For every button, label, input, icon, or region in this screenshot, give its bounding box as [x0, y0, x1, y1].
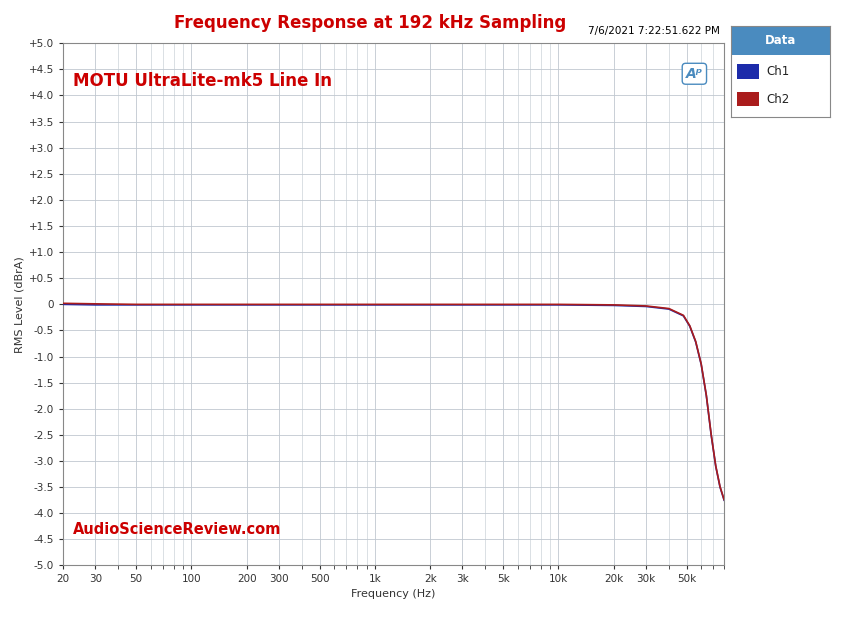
Text: Frequency Response at 192 kHz Sampling: Frequency Response at 192 kHz Sampling — [174, 14, 567, 32]
Text: MOTU UltraLite-mk5 Line In: MOTU UltraLite-mk5 Line In — [73, 72, 332, 90]
Bar — [737, 64, 759, 79]
Text: AudioScienceReview.com: AudioScienceReview.com — [73, 522, 281, 537]
Text: 7/6/2021 7:22:51.622 PM: 7/6/2021 7:22:51.622 PM — [588, 26, 720, 36]
Bar — [737, 92, 759, 106]
Text: Aᵖ: Aᵖ — [685, 67, 703, 81]
Bar — [731, 26, 830, 55]
Text: Data: Data — [765, 34, 797, 47]
Text: Ch1: Ch1 — [766, 65, 790, 78]
X-axis label: Frequency (Hz): Frequency (Hz) — [351, 589, 436, 599]
Y-axis label: RMS Level (dBrA): RMS Level (dBrA) — [14, 256, 24, 353]
Text: Ch2: Ch2 — [766, 93, 790, 106]
